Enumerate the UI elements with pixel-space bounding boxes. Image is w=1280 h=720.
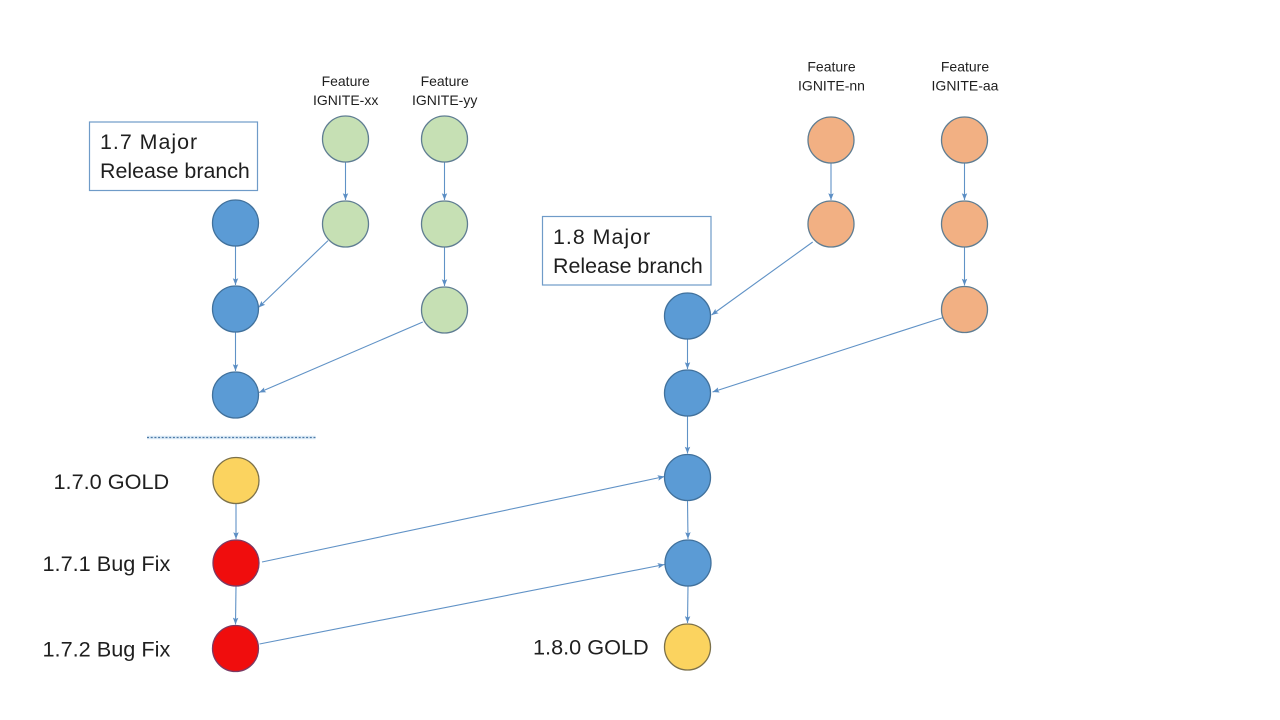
svg-text:Release branch: Release branch: [100, 159, 250, 183]
svg-text:1.7.0 GOLD: 1.7.0 GOLD: [54, 469, 170, 494]
svg-text:IGNITE-nn: IGNITE-nn: [798, 78, 865, 94]
svg-text:IGNITE-yy: IGNITE-yy: [412, 92, 477, 108]
svg-text:Feature: Feature: [322, 73, 370, 89]
svg-text:1.7.1 Bug Fix: 1.7.1 Bug Fix: [43, 551, 171, 576]
svg-text:Release branch: Release branch: [553, 254, 703, 278]
svg-text:Feature: Feature: [807, 59, 855, 75]
svg-text:IGNITE-aa: IGNITE-aa: [932, 78, 999, 94]
svg-text:1.8 Major: 1.8 Major: [553, 225, 651, 249]
svg-text:Feature: Feature: [941, 59, 989, 75]
svg-text:1.7.2 Bug Fix: 1.7.2 Bug Fix: [43, 637, 171, 662]
svg-text:1.8.0 GOLD: 1.8.0 GOLD: [533, 635, 649, 660]
svg-text:1.7 Major: 1.7 Major: [100, 130, 198, 154]
svg-text:IGNITE-xx: IGNITE-xx: [313, 92, 378, 108]
svg-text:Feature: Feature: [421, 73, 469, 89]
